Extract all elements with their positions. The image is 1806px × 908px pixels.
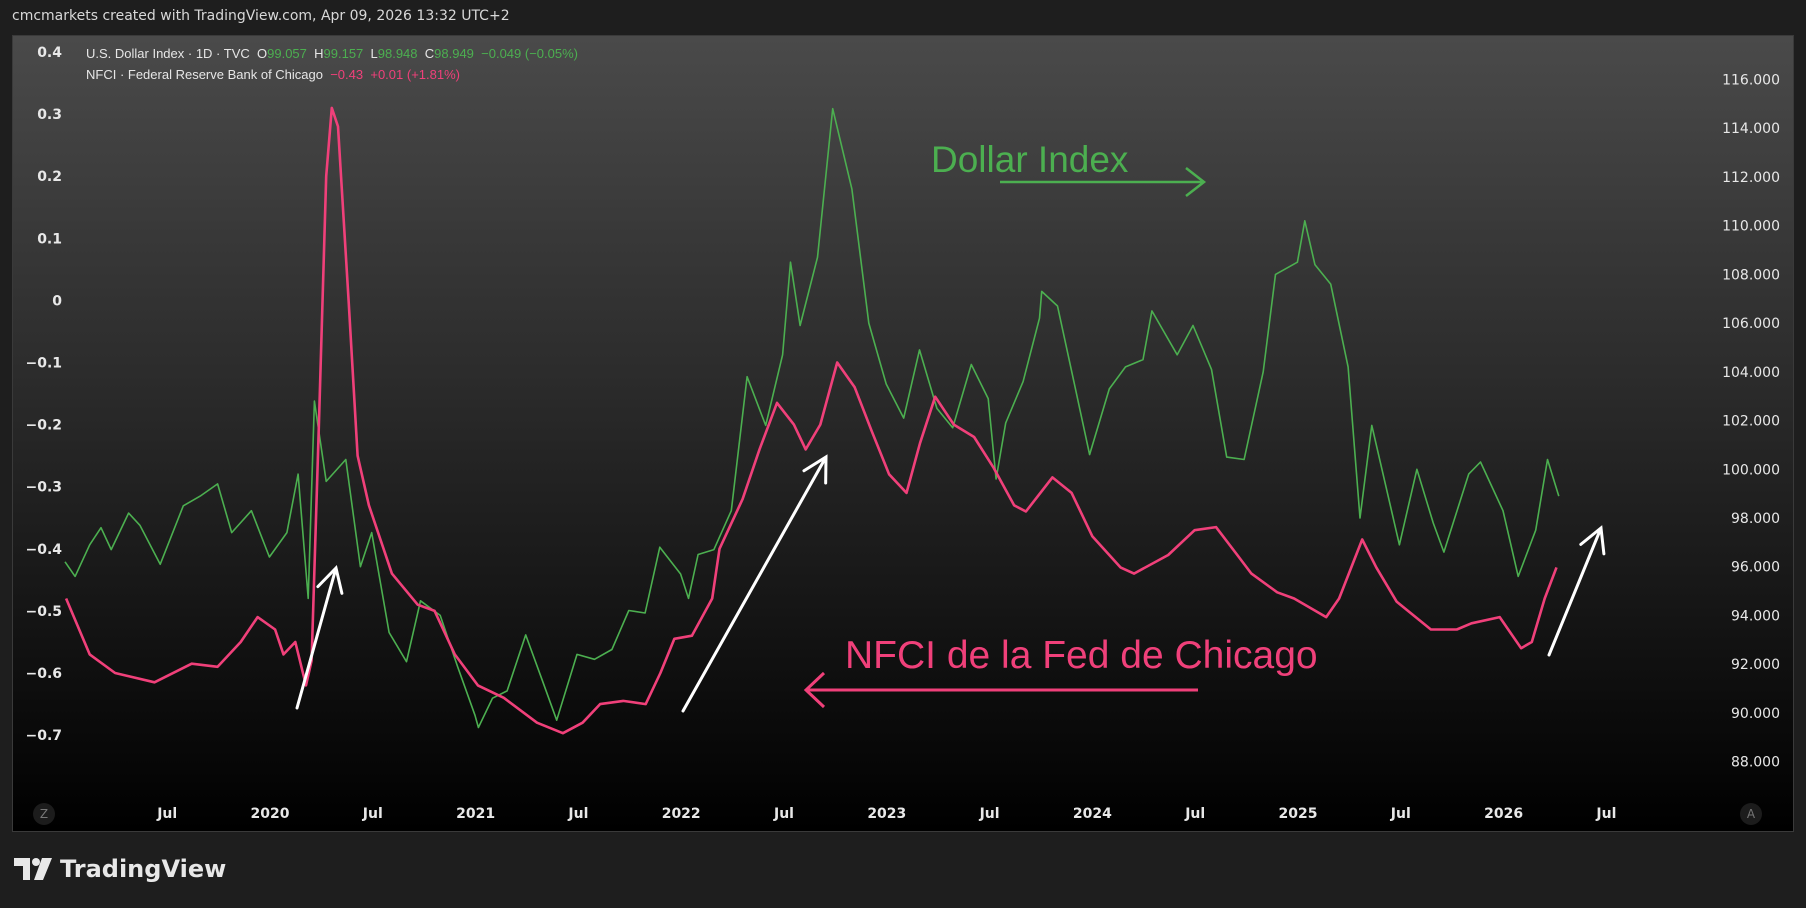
nfci-name: NFCI · Federal Reserve Bank of Chicago <box>86 67 323 82</box>
logo-text: TradingView <box>60 855 227 883</box>
legend: U.S. Dollar Index · 1D · TVC O99.057 H99… <box>86 43 578 85</box>
right-axis-tick: 112.000 <box>1722 170 1780 186</box>
tradingview-logo-icon <box>14 858 52 880</box>
right-axis-tick: 106.000 <box>1722 316 1780 332</box>
left-axis-tick: −0.2 <box>25 418 62 434</box>
x-axis-tick: 2024 <box>1073 806 1112 822</box>
annotation-arrow-right-icon <box>1000 167 1207 197</box>
annotation-arrow-up-icon <box>681 454 828 713</box>
left-axis-tick: −0.5 <box>25 604 62 620</box>
dxy-change: −0.049 (−0.05%) <box>481 46 578 61</box>
right-axis-tick: 88.000 <box>1731 755 1780 771</box>
right-axis-tick: 94.000 <box>1731 608 1780 624</box>
x-axis-tick: Jul <box>1390 806 1411 822</box>
right-axis-tick: 114.000 <box>1722 121 1780 137</box>
left-axis-tick: 0.3 <box>37 107 62 123</box>
left-axis-tick: 0.4 <box>37 45 62 61</box>
x-axis-tick: Jul <box>773 806 794 822</box>
annotation-nfci: NFCI de la Fed de Chicago <box>845 634 1318 677</box>
right-axis-tick: 90.000 <box>1731 706 1780 722</box>
x-axis-tick: Jul <box>979 806 1000 822</box>
left-axis-tick: 0.2 <box>37 169 62 185</box>
x-axis-tick: 2021 <box>456 806 495 822</box>
close-value: 98.949 <box>434 46 474 61</box>
left-axis-tick: −0.3 <box>25 480 62 496</box>
low-label: L <box>370 46 378 61</box>
close-label: C <box>424 46 435 61</box>
dxy-name: U.S. Dollar Index · 1D · TVC <box>86 46 250 61</box>
chart-frame[interactable] <box>12 35 1794 832</box>
left-axis-tick: 0.1 <box>37 231 62 247</box>
nfci-value: −0.43 <box>330 67 364 82</box>
legend-nfci[interactable]: NFCI · Federal Reserve Bank of Chicago −… <box>86 64 578 85</box>
left-axis-tick: −0.6 <box>25 666 62 682</box>
high-label: H <box>314 46 324 61</box>
x-axis-tick: Jul <box>1595 806 1616 822</box>
right-axis-tick: 100.000 <box>1722 462 1780 478</box>
x-axis-tick: 2023 <box>867 806 906 822</box>
right-axis-tick: 116.000 <box>1722 73 1780 89</box>
right-axis-tick: 96.000 <box>1731 560 1780 576</box>
open-value: 99.057 <box>267 46 307 61</box>
right-axis-tick: 92.000 <box>1731 657 1780 673</box>
timezone-z-button[interactable]: Z <box>33 803 55 825</box>
left-axis-tick: −0.1 <box>25 356 62 372</box>
annotation-arrow-up-icon <box>1547 525 1606 657</box>
open-label: O <box>257 46 268 61</box>
x-axis-tick: 2026 <box>1484 806 1523 822</box>
left-axis-tick: −0.4 <box>25 542 62 558</box>
left-axis-tick: −0.7 <box>25 728 62 744</box>
right-axis-tick: 102.000 <box>1722 414 1780 430</box>
x-axis-tick: 2020 <box>251 806 290 822</box>
x-axis-tick: 2022 <box>662 806 701 822</box>
tradingview-logo[interactable]: TradingView <box>14 855 226 883</box>
right-axis-tick: 104.000 <box>1722 365 1780 381</box>
x-axis-tick: 2025 <box>1279 806 1318 822</box>
legend-dxy[interactable]: U.S. Dollar Index · 1D · TVC O99.057 H99… <box>86 43 578 64</box>
annotation-dollar-index: Dollar Index <box>931 139 1129 180</box>
right-axis-tick: 108.000 <box>1722 267 1780 283</box>
nfci-change: +0.01 (+1.81%) <box>370 67 460 82</box>
right-axis-tick: 110.000 <box>1722 219 1780 235</box>
right-axis-tick: 98.000 <box>1731 511 1780 527</box>
chart-credit: cmcmarkets created with TradingView.com,… <box>12 8 510 24</box>
annotation-arrow-left-icon <box>803 671 1198 709</box>
x-axis-tick: Jul <box>362 806 383 822</box>
left-axis-tick: 0 <box>52 293 62 309</box>
x-axis-tick: Jul <box>1184 806 1205 822</box>
high-value: 99.157 <box>323 46 364 61</box>
x-axis-tick: Jul <box>156 806 177 822</box>
series-group <box>64 106 1560 735</box>
nfci-line <box>64 106 1558 735</box>
low-value: 98.948 <box>377 46 418 61</box>
dxy-line <box>64 107 1560 729</box>
auto-scale-button[interactable]: A <box>1740 803 1762 825</box>
x-axis-tick: Jul <box>567 806 588 822</box>
annotation-arrow-up-icon <box>295 564 344 710</box>
